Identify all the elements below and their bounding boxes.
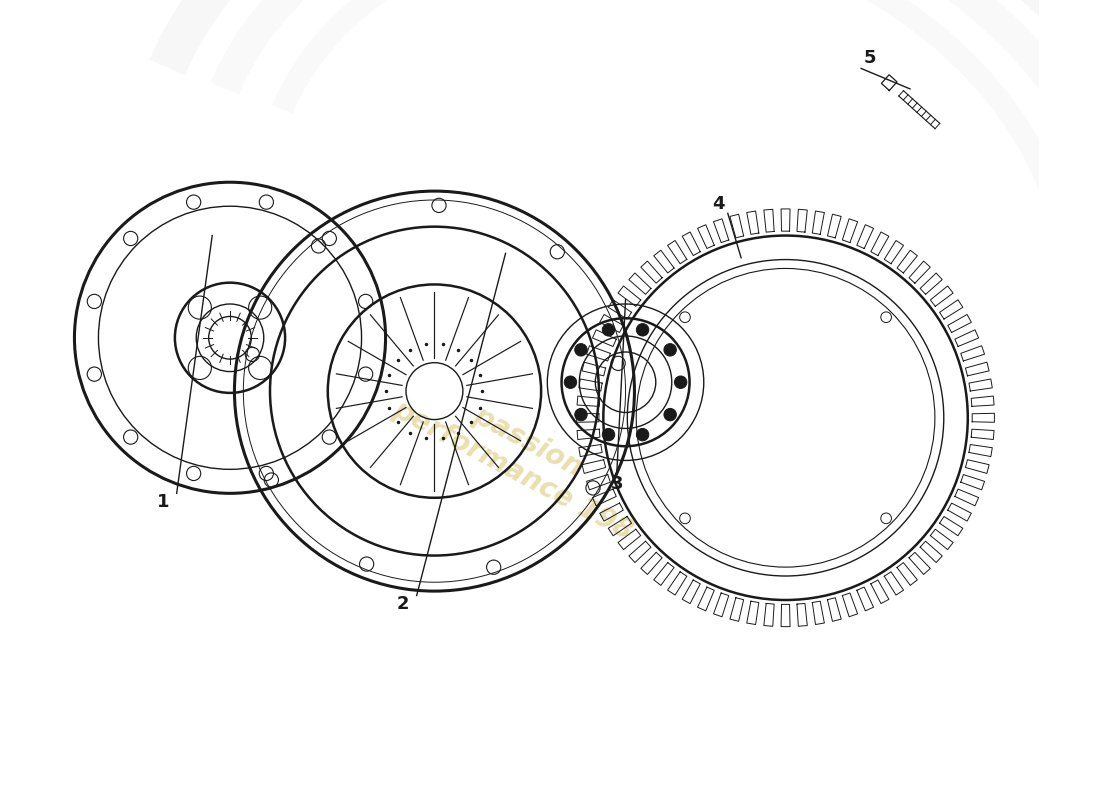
Circle shape <box>664 408 676 421</box>
Text: passion
performance 198: passion performance 198 <box>388 366 653 546</box>
Circle shape <box>664 344 676 356</box>
Circle shape <box>637 323 649 336</box>
Circle shape <box>564 376 576 389</box>
Circle shape <box>603 429 615 441</box>
Circle shape <box>603 323 615 336</box>
Text: 3: 3 <box>610 475 623 494</box>
Circle shape <box>637 429 649 441</box>
Circle shape <box>574 344 587 356</box>
Text: 4: 4 <box>713 195 725 214</box>
Text: 2: 2 <box>397 595 409 614</box>
Circle shape <box>574 408 587 421</box>
Text: 1: 1 <box>157 494 169 511</box>
Circle shape <box>674 376 686 389</box>
Text: 5: 5 <box>864 49 877 66</box>
